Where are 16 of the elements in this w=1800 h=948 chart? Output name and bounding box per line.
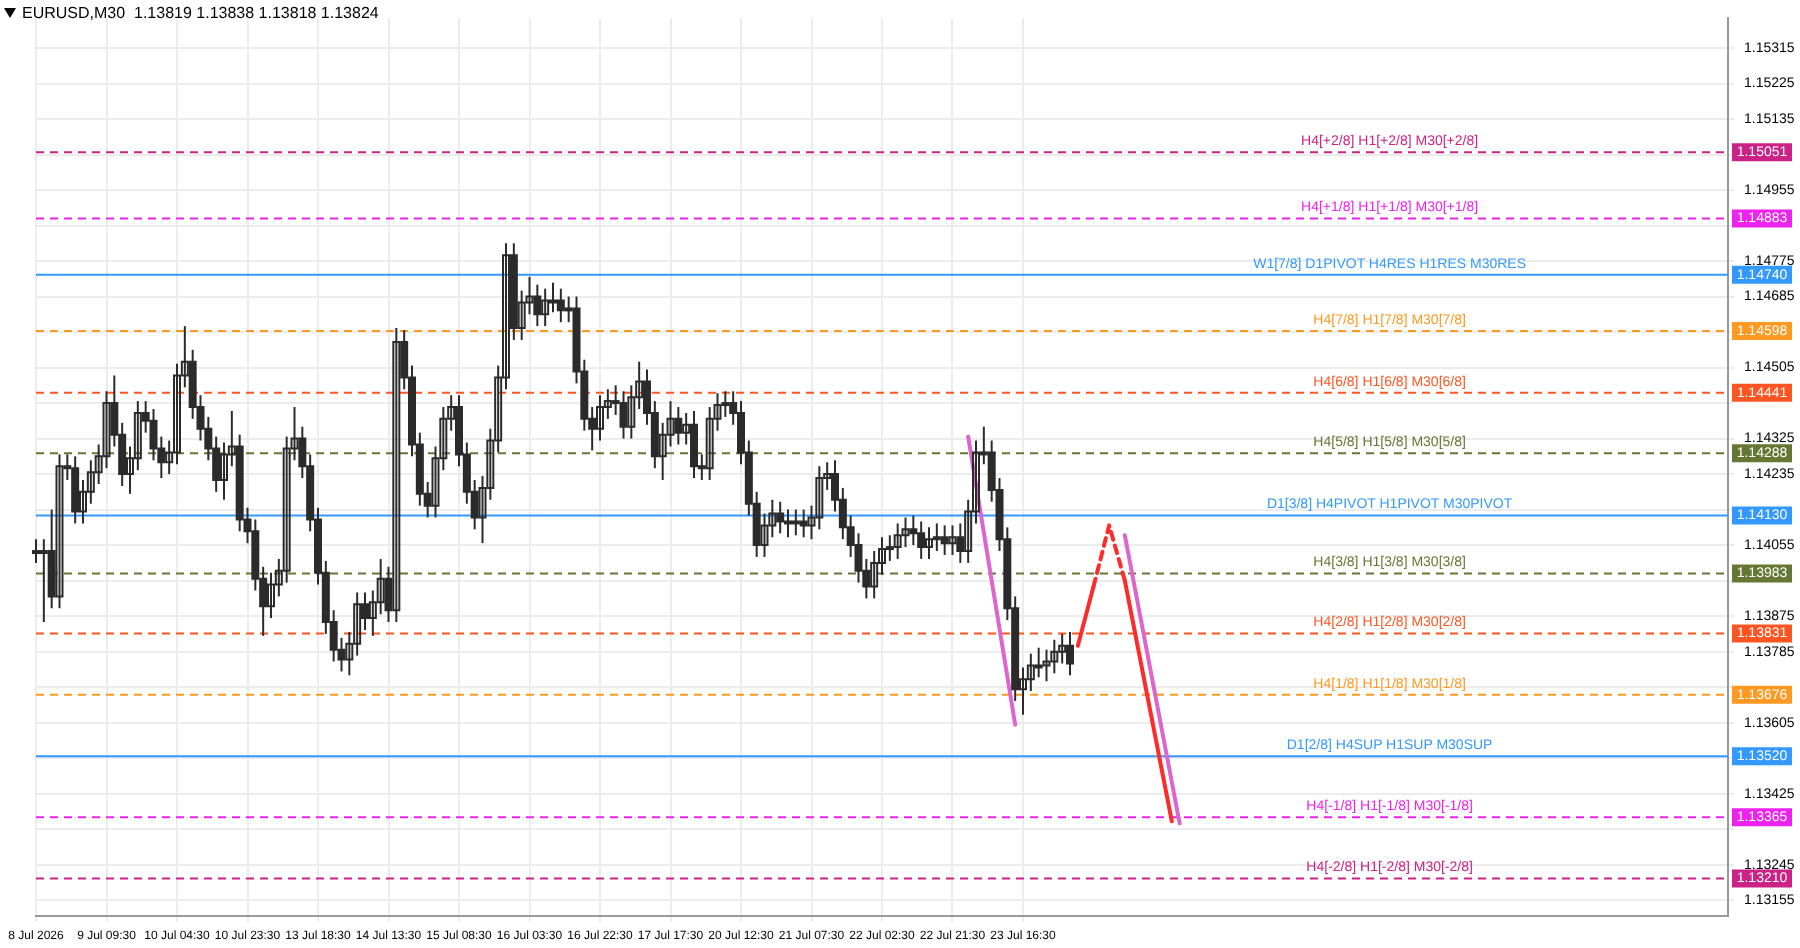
candlestick bbox=[791, 508, 800, 537]
candlestick bbox=[815, 465, 824, 531]
candlestick bbox=[392, 327, 401, 624]
candlestick bbox=[55, 453, 64, 610]
candlestick bbox=[32, 538, 40, 564]
candlestick bbox=[541, 287, 550, 328]
candlestick bbox=[1050, 638, 1059, 675]
candlestick bbox=[893, 522, 902, 560]
candlestick bbox=[932, 522, 941, 553]
candlestick bbox=[925, 526, 933, 560]
chart-title: EURUSD,M30 1.13819 1.13838 1.13818 1.13824 bbox=[22, 4, 379, 22]
candlestick bbox=[1042, 648, 1051, 683]
candlestick bbox=[948, 524, 957, 556]
candlestick bbox=[1058, 632, 1067, 665]
candlestick bbox=[39, 538, 48, 624]
candlestick bbox=[596, 394, 604, 442]
